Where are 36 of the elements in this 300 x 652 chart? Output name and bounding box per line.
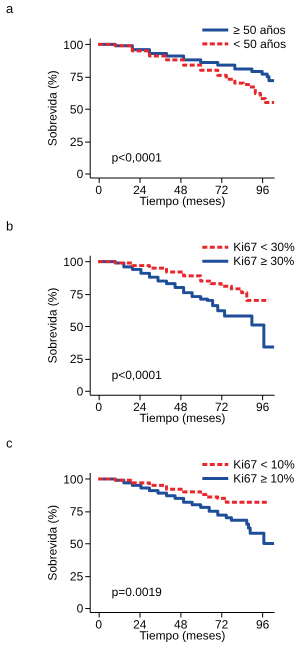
legend-label: Ki67 ≥ 30% [233,254,295,268]
chart-title: b [6,218,14,234]
x-tick-label: 96 [256,400,270,414]
chart-title: c [6,436,13,451]
y-tick-label: 100 [63,38,84,52]
y-tick-label: 75 [70,70,84,84]
legend-label: < 50 años [233,36,286,51]
x-tick-label: 96 [256,182,270,197]
y-tick-label: 25 [70,569,84,584]
annotation: p<0,0001 [112,150,162,165]
y-tick-label: 100 [63,255,84,270]
annotation: p<0,0001 [112,368,162,382]
x-tick-label: 0 [95,400,102,414]
y-tick-label: 50 [70,102,84,116]
chart-title: a [6,1,14,16]
x-tick-label: 96 [256,617,270,632]
y-tick-label: 75 [70,287,84,302]
annotation: p=0.0019 [112,585,162,600]
legend-label: Ki67 ≥ 10% [233,471,295,486]
x-tick-label: 0 [95,617,102,632]
y-axis-title: Sobrevida (%) [45,504,60,581]
y-tick-label: 50 [70,537,84,552]
y-axis-title: Sobrevida (%) [45,288,60,364]
y-tick-label: 100 [63,472,84,486]
y-tick-label: 75 [70,504,84,519]
legend-label: Ki67 < 30% [233,240,296,254]
legend-label: ≥ 50 años [233,22,286,37]
y-tick-label: 0 [76,602,84,616]
y-tick-label: 0 [76,167,84,182]
y-axis-title: Sobrevida (%) [45,70,60,146]
y-tick-label: 25 [70,352,84,366]
y-tick-label: 50 [70,320,84,334]
legend-label: Ki67 < 10% [233,458,296,472]
x-tick-label: 0 [95,182,102,197]
y-tick-label: 0 [76,384,84,398]
y-tick-label: 25 [70,134,84,149]
